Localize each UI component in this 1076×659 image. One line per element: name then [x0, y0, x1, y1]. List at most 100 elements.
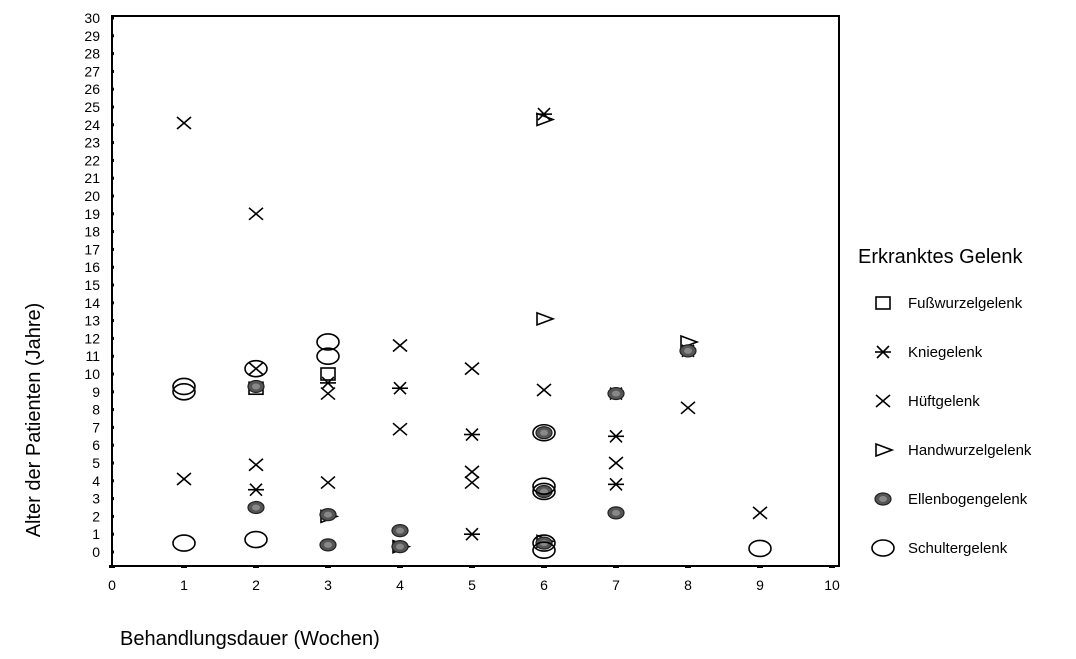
- y-tick-mark-27: [111, 69, 114, 73]
- y-tick-mark-9: [111, 390, 114, 394]
- point-x-2-0: [176, 116, 192, 130]
- point-asterisk-1-2: [392, 381, 408, 395]
- point-oval-5-0: [172, 377, 196, 396]
- point-oval-5-8: [532, 477, 556, 495]
- x-tick-label-6: 6: [540, 577, 548, 593]
- y-tick-label-5: 5: [92, 455, 100, 471]
- point-oval-5-7: [532, 423, 556, 442]
- point-oval-5-3: [244, 359, 268, 378]
- x-axis-title: Behandlungsdauer (Wochen): [120, 628, 380, 650]
- data-points: [172, 107, 772, 560]
- x-tick-mark-5: [469, 565, 475, 568]
- point-oval-5-2: [172, 534, 196, 552]
- point-x-2-10: [464, 465, 480, 479]
- y-tick-label-18: 18: [84, 224, 100, 240]
- legend-label-1: Kniegelenk: [908, 344, 983, 361]
- legend-title: Erkranktes Gelenk: [858, 246, 1024, 268]
- plot-area-frame: [111, 15, 840, 567]
- x-tick-mark-9: [757, 565, 763, 568]
- y-tick-mark-12: [111, 336, 114, 340]
- x-tick-label-1: 1: [180, 577, 188, 593]
- x-tick-mark-0: [109, 565, 115, 568]
- y-tick-label-25: 25: [84, 99, 100, 115]
- point-triangle-right-3-2: [536, 112, 556, 127]
- y-tick-label-3: 3: [92, 491, 100, 507]
- y-tick-mark-3: [111, 497, 114, 501]
- point-filled-oval-4-0: [247, 379, 265, 394]
- x-tick-mark-1: [181, 565, 187, 568]
- point-x-2-5: [320, 386, 336, 401]
- x-tick-label-7: 7: [612, 577, 620, 593]
- point-x-2-4: [248, 362, 264, 376]
- x-tick-mark-7: [613, 565, 619, 568]
- legend-marker-5: [871, 539, 895, 557]
- y-tick-mark-19: [111, 212, 114, 216]
- legend-marker-4: [874, 492, 892, 506]
- y-tick-label-8: 8: [92, 402, 100, 418]
- y-tick-label-23: 23: [84, 135, 100, 151]
- y-tick-label-12: 12: [84, 330, 100, 346]
- legend-marker-2: [875, 394, 891, 408]
- point-x-2-13: [608, 456, 624, 470]
- point-x-2-11: [464, 475, 480, 490]
- point-oval-5-9: [532, 482, 556, 501]
- point-oval-5-11: [532, 541, 556, 560]
- point-oval-5-12: [748, 539, 772, 558]
- y-tick-mark-22: [111, 158, 114, 162]
- x-tick-mark-4: [397, 565, 403, 568]
- point-asterisk-1-7: [608, 477, 624, 491]
- y-tick-mark-5: [111, 461, 114, 465]
- y-tick-label-11: 11: [85, 348, 100, 364]
- y-tick-label-0: 0: [92, 544, 100, 560]
- point-asterisk-1-1: [320, 376, 336, 390]
- y-tick-mark-16: [111, 265, 114, 269]
- point-x-2-1: [176, 472, 192, 486]
- x-tick-mark-2: [253, 565, 259, 568]
- point-oval-5-10: [532, 534, 556, 552]
- point-x-2-12: [536, 383, 552, 397]
- legend-marker-1: [875, 345, 891, 359]
- y-tick-label-13: 13: [84, 313, 100, 329]
- point-x-2-15: [752, 506, 768, 520]
- y-tick-mark-24: [111, 123, 114, 127]
- point-filled-oval-4-6: [535, 426, 553, 440]
- point-x-2-3: [248, 458, 264, 472]
- y-tick-mark-23: [111, 141, 114, 145]
- y-tick-label-9: 9: [92, 384, 100, 400]
- y-tick-label-15: 15: [84, 277, 100, 293]
- legend: Erkranktes Gelenk Fußwurzelgelenk Kniegel…: [858, 246, 1032, 557]
- y-tick-mark-4: [111, 479, 114, 483]
- legend-label-2: Hüftgelenk: [908, 393, 980, 410]
- point-oval-5-6: [316, 347, 340, 366]
- x-tick-label-0: 0: [108, 577, 116, 593]
- point-oval-5-4: [244, 530, 268, 549]
- point-filled-oval-4-11: [679, 344, 697, 358]
- x-tick-label-9: 9: [756, 577, 764, 593]
- point-filled-oval-4-3: [319, 538, 337, 552]
- y-tick-label-20: 20: [84, 188, 100, 204]
- x-tick-label-8: 8: [684, 577, 692, 593]
- y-tick-label-26: 26: [84, 81, 100, 97]
- point-x-2-6: [320, 475, 336, 490]
- y-tick-mark-29: [111, 34, 114, 38]
- y-tick-mark-17: [111, 247, 114, 251]
- x-tick-mark-3: [325, 565, 331, 568]
- y-tick-mark-0: [111, 550, 114, 554]
- y-tick-mark-10: [111, 372, 114, 376]
- y-tick-label-24: 24: [84, 117, 100, 133]
- point-x-2-9: [464, 362, 480, 376]
- point-x-2-14: [680, 401, 696, 415]
- x-tick-label-5: 5: [468, 577, 476, 593]
- y-tick-mark-20: [111, 194, 114, 198]
- x-tick-label-3: 3: [324, 577, 332, 593]
- point-asterisk-1-3: [464, 427, 480, 442]
- y-tick-label-16: 16: [84, 259, 100, 275]
- y-axis-title: Alter der Patienten (Jahre): [23, 303, 45, 538]
- point-oval-5-5: [316, 333, 340, 351]
- point-triangle-right-3-3: [536, 311, 556, 326]
- legend-label-4: Ellenbogengelenk: [908, 491, 1028, 508]
- point-filled-oval-4-7: [535, 484, 553, 499]
- y-tick-mark-25: [111, 105, 114, 109]
- y-tick-mark-2: [111, 514, 114, 518]
